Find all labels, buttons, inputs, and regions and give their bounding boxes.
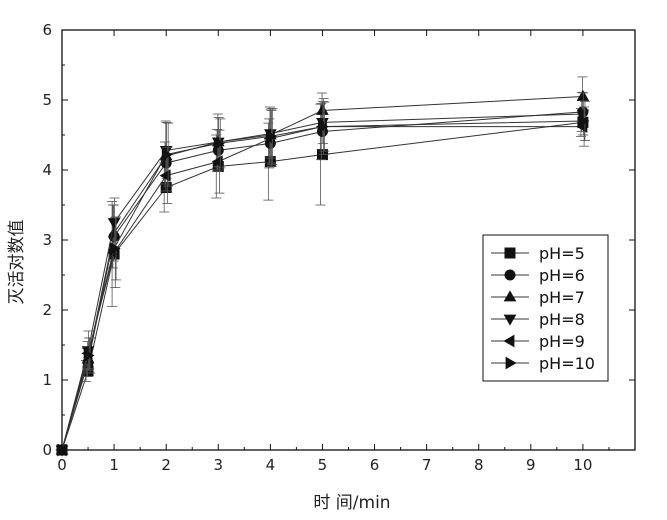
plot-area [55, 76, 590, 457]
legend-marker [503, 314, 517, 326]
legend-entry: pH=8 [491, 310, 585, 329]
series-pH=10 [57, 101, 590, 457]
legend-label: pH=5 [539, 244, 585, 263]
data-point [318, 120, 330, 133]
x-tick-label: 8 [474, 456, 484, 474]
legend-label: pH=10 [539, 354, 595, 373]
series-line [61, 113, 583, 451]
legend-label: pH=6 [539, 266, 585, 285]
data-point [265, 130, 277, 143]
axes: 0 1 2 3 4 5 6 7 8 9 10 0 1 2 3 4 5 6 [42, 21, 636, 474]
data-point [264, 156, 276, 168]
data-point [109, 242, 121, 255]
x-tick-label: 1 [109, 456, 119, 474]
y-tick-label: 3 [42, 231, 52, 249]
x-tick-label: 4 [266, 456, 276, 474]
legend-marker [503, 334, 515, 348]
x-tick-label: 0 [57, 456, 67, 474]
data-point [160, 182, 172, 193]
data-point [213, 137, 225, 150]
legend-box [482, 234, 609, 382]
legend-entry: pH=5 [491, 244, 585, 263]
data-point [576, 109, 590, 121]
y-tick-label: 0 [42, 441, 52, 459]
data-point [83, 349, 95, 362]
y-tick-label: 5 [42, 91, 52, 109]
data-point [316, 103, 329, 115]
x-tick-label: 3 [213, 456, 223, 474]
x-tick-label: 10 [573, 456, 592, 474]
y-tick-label: 6 [42, 21, 52, 39]
legend-marker [504, 269, 516, 281]
legend-label: pH=7 [539, 288, 585, 307]
x-tick-label: 5 [318, 456, 328, 474]
x-tick-label: 7 [422, 456, 432, 474]
data-point [107, 218, 121, 230]
legend-entry: pH=9 [491, 332, 585, 351]
legend-marker [503, 290, 517, 302]
legend-marker [505, 356, 517, 370]
x-axis-title: 时 间/min [313, 493, 390, 513]
data-point [161, 148, 173, 161]
legend: pH=5 pH=6 pH=7 pH=8 pH=9 pH=10 [482, 234, 609, 382]
y-tick-label: 1 [42, 371, 52, 389]
y-axis-title: 灭活对数值 [7, 220, 27, 305]
x-tick-label: 6 [370, 456, 380, 474]
x-tick-label: 9 [526, 456, 536, 474]
legend-entry: pH=7 [491, 288, 585, 307]
legend-label: pH=8 [539, 310, 585, 329]
legend-marker [504, 247, 516, 259]
legend-entry: pH=10 [491, 354, 595, 373]
y-tick-label: 4 [42, 161, 52, 179]
y-tick-label: 2 [42, 301, 52, 319]
legend-entry: pH=6 [491, 266, 585, 285]
legend-label: pH=9 [539, 332, 585, 351]
data-point [578, 114, 590, 128]
x-tick-label: 2 [161, 456, 171, 474]
